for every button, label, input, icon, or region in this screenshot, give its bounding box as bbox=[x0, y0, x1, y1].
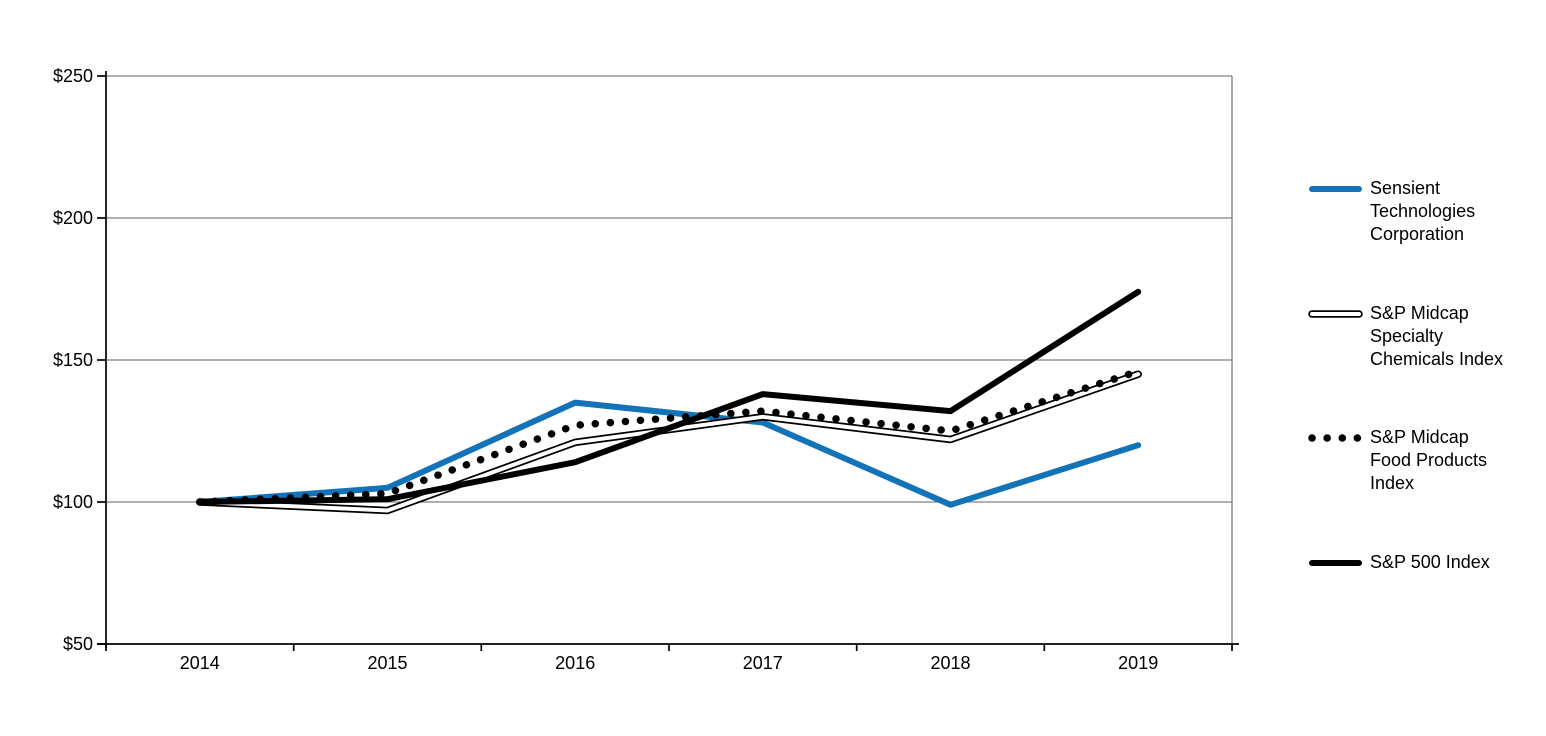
x-tick-label: 2015 bbox=[367, 653, 407, 673]
legend-label-sensient: Sensient Technologies Corporation bbox=[1370, 178, 1476, 244]
legend-label-specialty-chemicals: S&P Midcap Specialty Chemicals Index bbox=[1370, 303, 1504, 369]
legend-key-double-line-icon bbox=[1308, 310, 1363, 318]
y-tick-label: $100 bbox=[53, 492, 93, 512]
chart-legend: Sensient Technologies Corporation S&P Mi… bbox=[1307, 0, 1546, 736]
legend-key-solid-black-line-icon bbox=[1309, 560, 1362, 566]
legend-label-food-products: S&P Midcap Food Products Index bbox=[1370, 427, 1488, 493]
series-line-0 bbox=[196, 399, 1142, 508]
x-tick-label: 2014 bbox=[180, 653, 220, 673]
y-tick-label: $200 bbox=[53, 208, 93, 228]
legend-item-specialty-chemicals: S&P Midcap Specialty Chemicals Index bbox=[1307, 302, 1503, 371]
x-tick-label: 2017 bbox=[743, 653, 783, 673]
x-tick-label: 2018 bbox=[930, 653, 970, 673]
legend-label-sp500: S&P 500 Index bbox=[1370, 552, 1490, 572]
y-tick-labels: $50 $100 $150 $200 $250 bbox=[53, 66, 93, 654]
series-line-3 bbox=[196, 288, 1142, 505]
x-tick-label: 2019 bbox=[1118, 653, 1158, 673]
legend-key-dotted-line-icon bbox=[1308, 434, 1363, 442]
series-0 bbox=[196, 399, 1142, 508]
x-tick-label: 2016 bbox=[555, 653, 595, 673]
y-tick-label: $250 bbox=[53, 66, 93, 86]
axes bbox=[97, 71, 1239, 651]
series-2 bbox=[196, 367, 1142, 506]
legend-item-sensient: Sensient Technologies Corporation bbox=[1307, 177, 1475, 246]
series-line-2 bbox=[196, 367, 1142, 506]
x-tick-labels: 2014 2015 2016 2017 2018 2019 bbox=[180, 653, 1158, 673]
y-tick-label: $150 bbox=[53, 350, 93, 370]
legend-key-solid-blue-line-icon bbox=[1309, 186, 1362, 192]
y-tick-label: $50 bbox=[63, 634, 93, 654]
series-3 bbox=[196, 288, 1142, 505]
legend-item-sp500: S&P 500 Index bbox=[1307, 551, 1490, 575]
gridlines bbox=[106, 75, 1233, 644]
legend-item-food-products: S&P Midcap Food Products Index bbox=[1307, 426, 1487, 495]
